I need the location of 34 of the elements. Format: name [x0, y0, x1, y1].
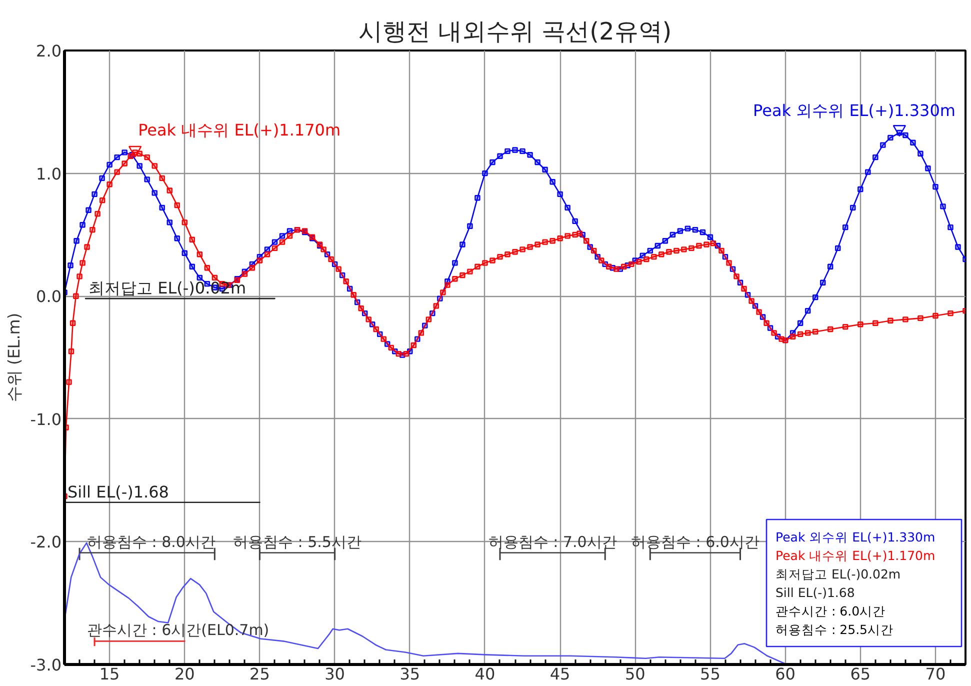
- x-tick-label: 55: [700, 664, 720, 684]
- x-tick-label: 25: [250, 664, 270, 684]
- x-tick-label: 35: [400, 664, 420, 684]
- x-tick-label: 45: [550, 664, 570, 684]
- y-tick-label: -1.0: [30, 410, 62, 429]
- y-tick-label: 1.0: [36, 164, 62, 184]
- text: 최저답고 EL(-)0.02m: [776, 566, 901, 582]
- annotation: 허용침수 : 6.0시간: [630, 532, 760, 551]
- chart-title: 시행전 내외수위 곡선(2유역): [358, 18, 672, 46]
- y-tick-label: -3.0: [30, 656, 62, 674]
- x-tick-label: 30: [324, 664, 345, 684]
- text: Peak 외수위 EL(+)1.330m: [776, 529, 936, 544]
- y-axis-title: 수위 (EL.m): [4, 312, 24, 402]
- annotation: 허용침수 : 25.5시간: [776, 622, 894, 637]
- annotation: 관수시간 : 6.0시간: [776, 603, 886, 618]
- y-tick-label: 0.0: [36, 287, 62, 306]
- x-tick-label: 50: [624, 664, 646, 684]
- y-tick-label: 2.0: [36, 42, 62, 60]
- text: Peak 내수위 EL(+)1.170m: [776, 548, 936, 563]
- x-tick-label: 70: [925, 664, 946, 684]
- annotation: 허용침수 : 5.5시간: [233, 532, 362, 551]
- annotation: 최저답고 EL(-)0.02m: [88, 278, 246, 298]
- x-tick-label: 65: [850, 664, 871, 684]
- annotation: 허용침수 : 7.0시간: [488, 532, 617, 551]
- x-tick-label: 20: [174, 664, 195, 684]
- annotation: Sill EL(-)1.68: [68, 482, 169, 502]
- annotation: Peak 외수위 EL(+)1.330m: [753, 100, 956, 120]
- x-tick-label: 15: [99, 664, 120, 684]
- annotation: Peak 내수위 EL(+)1.170m: [138, 120, 341, 140]
- y-tick-label: -2.0: [30, 532, 62, 552]
- x-tick-label: 60: [775, 664, 796, 684]
- x-tick-label: 40: [474, 664, 496, 684]
- annotation: 허용침수 : 8.0시간: [87, 532, 216, 551]
- text: Sill EL(-)1.68: [776, 584, 855, 600]
